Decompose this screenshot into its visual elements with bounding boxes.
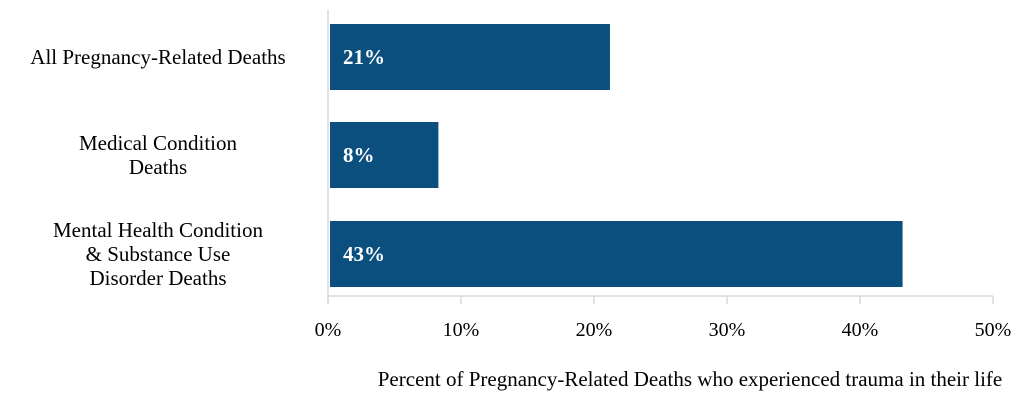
category-label-line: & Substance Use: [86, 242, 231, 266]
x-tick-label: 30%: [709, 319, 746, 341]
x-tick-label: 20%: [576, 319, 613, 341]
bar: [330, 122, 439, 188]
data-label: 43%: [343, 242, 385, 266]
category-label: Mental Health Condition & Substance Use Di…: [53, 218, 263, 290]
x-axis-label: Percent of Pregnancy-Related Deaths who …: [378, 367, 1003, 391]
bar: [330, 221, 903, 287]
x-tick-label: 10%: [443, 319, 480, 341]
x-tick-label: 40%: [842, 319, 879, 341]
category-label: Medical Condition Deaths: [79, 131, 238, 179]
x-ticks: 0% 10% 20% 30% 40% 50%: [315, 296, 1012, 341]
category-label-line: Deaths: [129, 155, 187, 179]
category-label: All Pregnancy-Related Deaths: [30, 45, 285, 69]
x-tick-label: 50%: [975, 319, 1012, 341]
category-label-line: Mental Health Condition: [53, 218, 263, 242]
data-label: 8%: [343, 143, 375, 167]
category-label-line: All Pregnancy-Related Deaths: [30, 45, 285, 69]
category-label-line: Disorder Deaths: [89, 266, 226, 290]
bar: [330, 24, 610, 90]
data-label: 21%: [343, 45, 385, 69]
category-labels: All Pregnancy-Related Deaths Medical Cond…: [30, 45, 285, 290]
x-tick-label: 0%: [315, 319, 342, 341]
category-label-line: Medical Condition: [79, 131, 238, 155]
bars-group: 21% 8% 43%: [330, 24, 903, 287]
